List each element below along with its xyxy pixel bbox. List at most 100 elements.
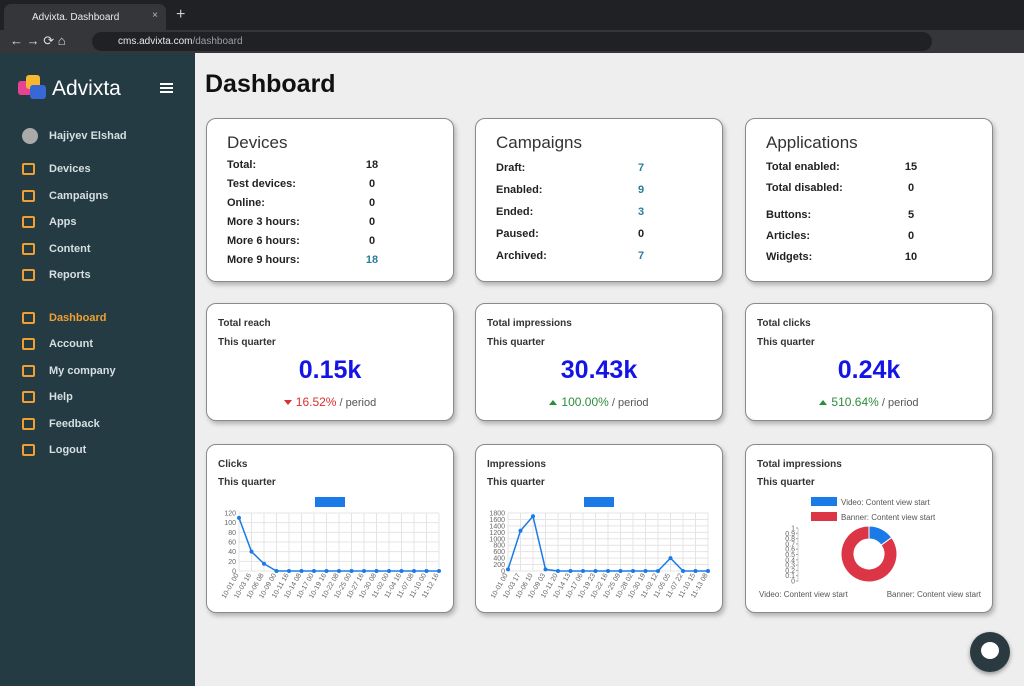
row-value: 0 (368, 216, 376, 228)
y-tick-label: 800 (493, 543, 505, 550)
data-point (606, 569, 610, 573)
data-point (518, 528, 523, 533)
y-tick-label: 0.3 (785, 563, 795, 570)
row-value: 15 (904, 161, 918, 173)
menu-item[interactable]: Devices (22, 161, 91, 177)
chart-card: Impressions This quarter 0 200 400 600 800 1000… (475, 444, 723, 613)
menu-toggle[interactable] (160, 83, 173, 93)
browser-tab[interactable]: Advixta. Dashboard × (4, 4, 166, 30)
menu-item[interactable]: Content (22, 241, 91, 257)
y-tick-label: 400 (493, 556, 505, 563)
y-tick-label: 100 (224, 520, 236, 527)
row-value[interactable]: 7 (637, 162, 645, 174)
legend-label: Video: Content view start (841, 498, 931, 507)
change-suffix: / period (611, 397, 649, 409)
data-point (543, 567, 548, 572)
stat-value: 0.24k (837, 356, 901, 384)
stat-change: 100.00% / period (476, 395, 722, 409)
chart-title: Clicks (218, 459, 248, 470)
chart-subtitle: This quarter (487, 477, 545, 488)
donut-segment (840, 525, 898, 583)
chat-button[interactable] (970, 632, 1010, 672)
card-title: Applications (766, 133, 858, 152)
menu-item[interactable]: Campaigns (22, 188, 108, 204)
menu-icon (22, 189, 35, 202)
menu-icon (22, 269, 35, 281)
stat-value: 0.15k (298, 356, 362, 384)
data-point (237, 515, 241, 520)
x-label: Video: Content view start (759, 590, 849, 599)
row-value[interactable]: 9 (637, 184, 645, 196)
y-tick-label: 0.9 (785, 531, 795, 538)
omnibox[interactable]: cms.advixta.com/dashboard (92, 32, 932, 51)
legend-swatch (584, 497, 614, 507)
y-tick-label: 0 (791, 579, 795, 586)
new-tab[interactable]: + (176, 6, 186, 23)
data-point (618, 569, 623, 573)
row-label: Total: (227, 159, 257, 171)
row-value: 5 (907, 209, 915, 221)
menu-item[interactable]: Reports (22, 267, 91, 283)
row-value[interactable]: 7 (637, 250, 645, 262)
legend-swatch (811, 497, 837, 506)
menu-item[interactable]: Dashboard (22, 310, 106, 326)
row-label: Draft: (496, 162, 526, 174)
row-label: Buttons: (766, 209, 812, 221)
summary-card: Applications Total enabled: 15 Total disabl… (745, 118, 993, 282)
y-tick-label: 20 (228, 559, 236, 566)
menu-item[interactable]: My company (22, 363, 116, 379)
chart-title: Total impressions (757, 459, 842, 470)
menu-label: Dashboard (49, 311, 107, 324)
data-point (312, 569, 316, 573)
menu-icon (22, 311, 35, 324)
data-point (374, 569, 379, 573)
menu-icon (22, 417, 35, 430)
data-point (643, 569, 648, 573)
row-value[interactable]: 18 (365, 254, 379, 266)
data-point (387, 569, 391, 573)
stat-period: This quarter (757, 337, 815, 348)
brand: Advixta (52, 77, 121, 100)
menu-label: Account (49, 338, 93, 350)
nav-buttons[interactable]: ← → ⟳ ⌂ (10, 33, 66, 48)
data-point (681, 569, 685, 573)
menu-icon (22, 364, 35, 377)
y-tick-label: 80 (228, 530, 236, 537)
menu-label: Content (49, 242, 91, 255)
tab-close[interactable]: × (152, 10, 158, 21)
change-suffix: / period (881, 397, 919, 409)
data-point (631, 569, 635, 573)
row-label: More 9 hours: (227, 254, 300, 266)
menu-item[interactable]: Logout (22, 442, 86, 458)
data-point (506, 567, 510, 572)
y-tick-label: 40 (228, 549, 236, 556)
row-label: Ended: (496, 206, 534, 218)
legend-swatch (811, 512, 837, 521)
stat-card: Total reach This quarter 0.15k 16.52% / per… (206, 303, 454, 421)
stat-card: Total clicks This quarter 0.24k 510.64% / p… (745, 303, 993, 421)
row-value[interactable]: 3 (637, 206, 645, 218)
menu-item[interactable]: Help (22, 389, 73, 405)
data-point (274, 569, 279, 573)
menu-item[interactable]: Feedback (22, 416, 100, 432)
chart-card: Clicks This quarter 0 20 40 60 80 100 120 10-01 0… (206, 444, 454, 613)
y-tick-label: 1 (791, 526, 795, 533)
row-label: More 3 hours: (227, 216, 300, 228)
menu-label: Reports (49, 269, 91, 281)
avatar (22, 128, 38, 144)
summary-card: Devices Total: 18 Test devices: 0 Online: 0 Mor… (206, 118, 454, 282)
data-point (337, 569, 341, 573)
row-value: 0 (368, 178, 376, 190)
menu-item[interactable]: Apps (22, 214, 77, 230)
legend-label: Banner: Content view start (841, 513, 936, 522)
chart: Video: Content view start Banner: Content… (759, 497, 982, 599)
row-label: Total disabled: (766, 182, 843, 194)
row-label: Widgets: (766, 251, 813, 263)
y-tick-label: 120 (224, 511, 236, 518)
data-point (668, 556, 673, 561)
trend-icon (549, 400, 558, 405)
menu-item[interactable]: Account (22, 336, 93, 352)
stat-value: 30.43k (560, 356, 638, 384)
